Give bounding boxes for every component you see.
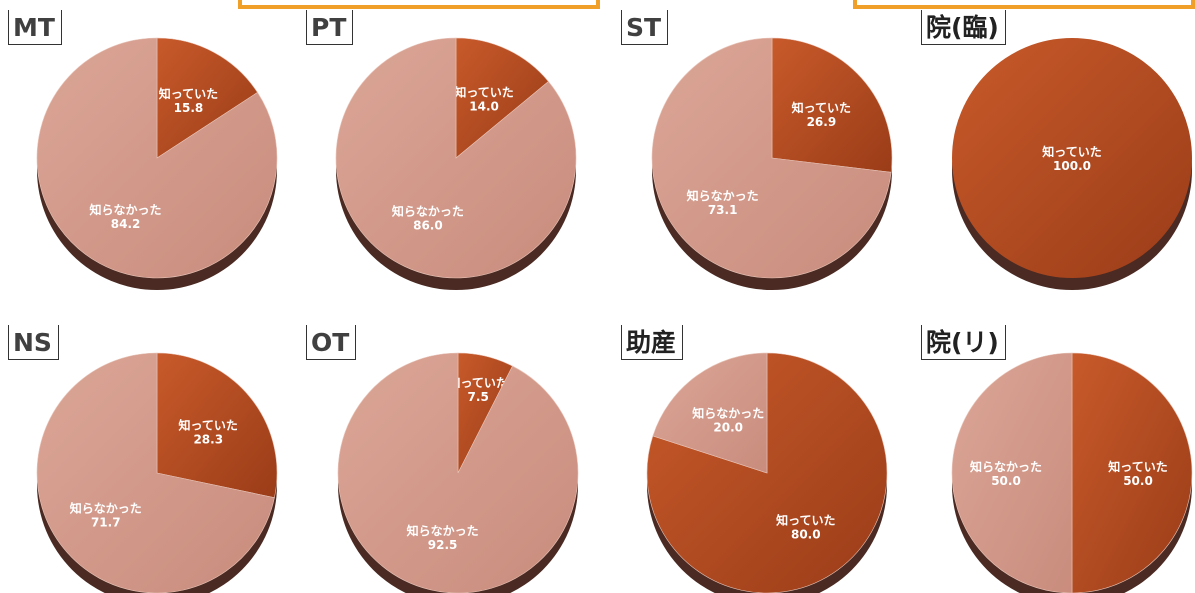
pie-slice: [36, 37, 278, 279]
slice-label-value: 50.0: [991, 474, 1021, 488]
pie-slice: [335, 37, 577, 279]
slice-label-name: 知っていた: [775, 512, 835, 527]
pie-slice: [36, 352, 275, 593]
pie-slice: [1071, 352, 1193, 593]
slice-label-value: 7.5: [468, 390, 489, 404]
chart-title-in-rin: 院(臨): [921, 10, 1006, 45]
slice-label-value: 50.0: [1123, 474, 1153, 488]
slice-label-value: 20.0: [713, 421, 743, 435]
slice-label-name: 知らなかった: [686, 188, 759, 203]
chart-title-ns: NS: [8, 325, 59, 360]
pie-slice: [156, 37, 258, 159]
pie-slice: [651, 37, 892, 279]
pie-slice: [771, 37, 893, 173]
pie-slice: [952, 38, 1192, 278]
slice-label-value: 26.9: [807, 115, 837, 129]
slice-label-name: 知っていた: [158, 86, 218, 101]
slice-label-name: 知っていた: [791, 100, 851, 115]
slice-label-name: 知っていた: [1107, 459, 1167, 474]
slice-label-name: 知っていた: [1041, 144, 1101, 159]
slice-label-name: 知っていた: [453, 84, 513, 99]
slice-label-value: 84.2: [111, 217, 141, 231]
pie-slice: [455, 37, 549, 159]
slice-label-value: 73.1: [708, 203, 738, 217]
chart-title-josan: 助産: [621, 325, 684, 360]
slice-label-value: 71.7: [91, 516, 121, 530]
slice-label-value: 100.0: [1053, 159, 1091, 173]
slice-label-value: 86.0: [413, 219, 443, 233]
slice-label-value: 15.8: [174, 101, 204, 115]
top-bracket-right: [853, 0, 1195, 9]
pie-slice: [156, 352, 278, 499]
slice-label-value: 28.3: [193, 432, 223, 446]
chart-title-st: ST: [621, 10, 669, 45]
slice-label-name: 知らなかった: [406, 523, 479, 538]
slice-label-name: 知らなかった: [89, 202, 162, 217]
slice-label-name: 知らなかった: [391, 204, 464, 219]
slice-label-name: 知らなかった: [969, 459, 1042, 474]
pie-slice: [337, 352, 579, 593]
pie-slice: [951, 352, 1073, 593]
slice-label-value: 92.5: [428, 538, 458, 552]
slice-label-name: 知っていた: [447, 375, 507, 390]
top-bracket-left: [238, 0, 600, 9]
chart-title-mt: MT: [8, 10, 62, 45]
slice-label-value: 14.0: [469, 99, 499, 113]
chart-title-pt: PT: [306, 10, 354, 45]
slice-label-name: 知らなかった: [691, 406, 764, 421]
slice-label-value: 80.0: [791, 527, 821, 541]
chart-title-ot: OT: [306, 325, 357, 360]
pie-slice: [652, 352, 768, 474]
slice-label-name: 知らなかった: [69, 501, 142, 516]
chart-title-in-ri: 院(リ): [921, 325, 1006, 360]
slice-label-name: 知っていた: [178, 417, 238, 432]
